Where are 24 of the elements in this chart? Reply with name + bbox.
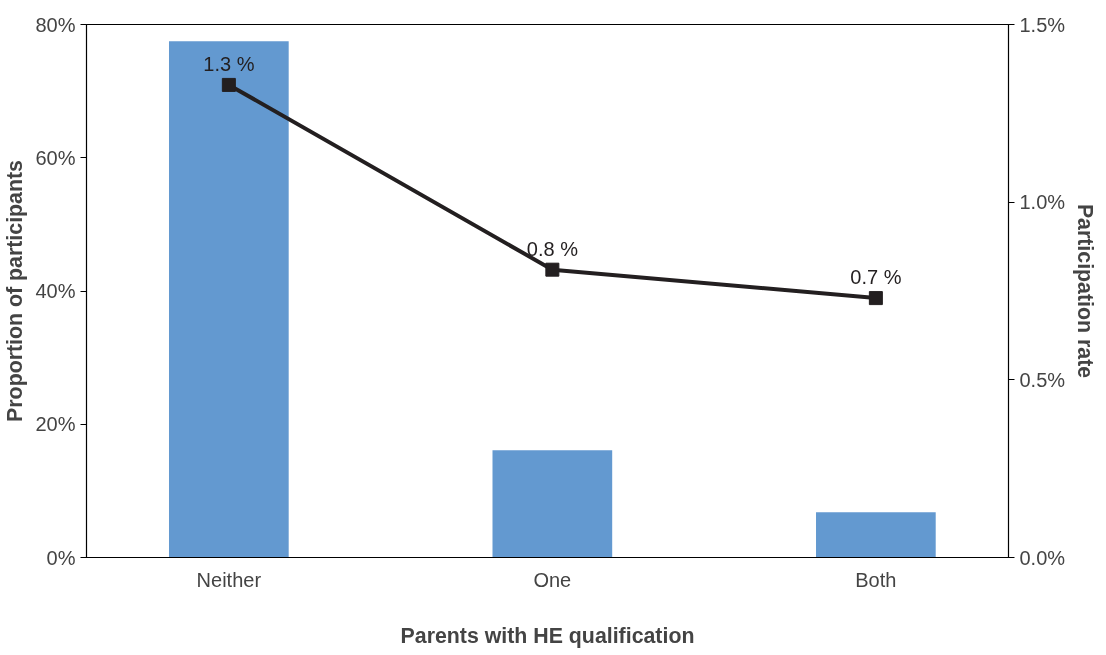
bar: [492, 450, 613, 558]
y-tick-label: 0%: [46, 546, 76, 569]
bar: [168, 41, 289, 558]
y2-tick-label: 0.0%: [1019, 546, 1066, 569]
data-label: 0.7 %: [850, 266, 902, 289]
x-tick-label: Both: [855, 568, 897, 591]
y2-tick-label: 1.5%: [1019, 13, 1066, 36]
y2-axis-title: Participation rate: [1073, 203, 1098, 379]
point: [868, 291, 883, 306]
data-label: 0.8 %: [526, 237, 579, 260]
y-tick-label: 40%: [35, 280, 76, 302]
y2-tick-label: 1.0%: [1019, 191, 1066, 214]
y-tick-label: 80%: [35, 13, 76, 36]
y-tick-label: 20%: [35, 413, 76, 436]
y-tick-label: 60%: [35, 146, 76, 169]
y-axis-title: Proportion of participants: [3, 160, 28, 422]
point: [221, 77, 236, 92]
point: [545, 262, 560, 277]
bar: [816, 512, 936, 558]
y2-tick-label: 0.5%: [1019, 368, 1066, 391]
x-axis-title: Parents with HE qualification: [400, 623, 695, 648]
data-label: 1.3 %: [203, 52, 255, 75]
x-tick-label: Neither: [196, 568, 262, 591]
x-tick-label: One: [533, 568, 572, 591]
